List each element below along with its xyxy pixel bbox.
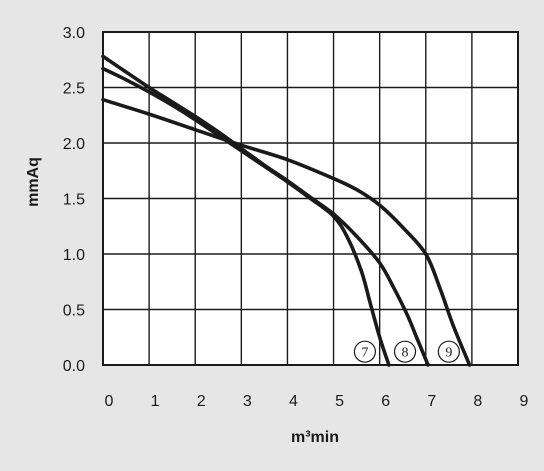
y-tick-label: 1.5 <box>63 192 85 209</box>
x-tick-label: 2 <box>197 393 206 410</box>
series-line-8 <box>101 54 430 367</box>
curve-labels: 7 8 9 <box>353 340 460 363</box>
y-axis-title: mmAq <box>25 157 42 207</box>
curve-label-text: 7 <box>361 346 368 361</box>
x-tick-label: 5 <box>335 393 344 410</box>
y-tick-label: 0.5 <box>63 303 85 320</box>
x-tick-label: 7 <box>427 393 436 410</box>
plot-frame <box>102 31 519 366</box>
y-tick-label: 3.0 <box>63 25 85 42</box>
x-tick-label: 6 <box>381 393 390 410</box>
x-axis-title: m³min <box>291 429 339 446</box>
x-tick-label: 3 <box>243 393 252 410</box>
curve-label-circle <box>393 340 417 363</box>
x-tick-label: 0 <box>105 393 114 410</box>
plot-border <box>102 31 519 366</box>
y-tick-label: 2.5 <box>63 81 85 98</box>
y-tick-label: 1.0 <box>63 247 85 264</box>
x-tick-label: 1 <box>151 393 160 410</box>
x-tick-label: 9 <box>520 393 529 410</box>
curve-label-circle <box>353 340 377 363</box>
curve-label-text: 9 <box>445 346 452 361</box>
x-tick-label: 4 <box>289 393 298 410</box>
tick-labels: 0 1 2 3 4 5 6 7 8 9 0.0 0.5 1.0 1.5 2.0 2.5 3.0 <box>63 25 529 410</box>
series-layer <box>101 54 472 367</box>
y-tick-label: 0.0 <box>63 358 85 375</box>
x-tick-label: 8 <box>473 393 482 410</box>
curve-label-text: 8 <box>402 346 409 361</box>
y-tick-label: 2.0 <box>63 136 85 153</box>
series-line-9 <box>101 97 472 367</box>
curve-label-circle <box>437 340 460 363</box>
